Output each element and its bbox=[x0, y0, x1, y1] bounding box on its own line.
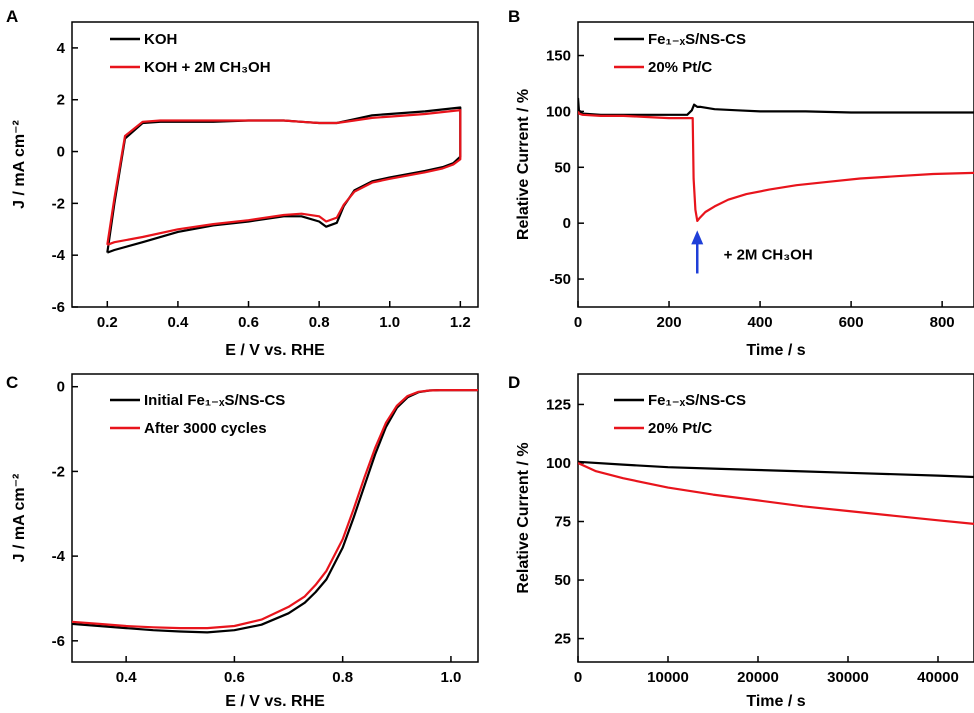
y-tick-label: 50 bbox=[554, 159, 571, 176]
y-axis-title: Relative Current / % bbox=[515, 89, 532, 240]
legend-label: KOH + 2M CH₃OH bbox=[144, 59, 271, 76]
legend-label: KOH bbox=[144, 31, 177, 48]
y-tick-label: 25 bbox=[554, 631, 571, 648]
legend-label: 20% Pt/C bbox=[648, 59, 712, 76]
x-tick-label: 400 bbox=[748, 314, 773, 331]
x-tick-label: 1.0 bbox=[441, 669, 462, 686]
series-line-1 bbox=[106, 108, 462, 246]
panel-letter: A bbox=[6, 7, 18, 26]
x-tick-label: 10000 bbox=[647, 669, 689, 686]
y-tick-label: -2 bbox=[52, 463, 65, 480]
panel-d: D 0 10000 20000 30000 40000 25 50 75 100 125 Time /… bbox=[508, 373, 974, 710]
series-line-1 bbox=[578, 461, 974, 525]
x-tick-label: 800 bbox=[930, 314, 955, 331]
x-tick-label: 1.0 bbox=[379, 314, 400, 331]
plot-frame bbox=[577, 373, 974, 663]
panel-a: A 0.2 0.4 0.6 0.8 1.0 1.2 -6 -4 -2 0 2 4 E / V vs. RH… bbox=[6, 7, 479, 359]
y-tick-label: 150 bbox=[546, 48, 571, 65]
x-tick-label: 0.8 bbox=[332, 669, 353, 686]
y-tick-label: 100 bbox=[546, 455, 571, 472]
y-axis-title: J / mA cm⁻² bbox=[11, 474, 28, 563]
y-tick-label: -4 bbox=[52, 247, 66, 264]
y-tick-label: -50 bbox=[549, 271, 571, 288]
panel-letter: D bbox=[508, 373, 520, 392]
y-tick-label: -6 bbox=[52, 633, 65, 650]
x-tick-label: 0.6 bbox=[238, 314, 259, 331]
x-tick-label: 0.4 bbox=[116, 669, 138, 686]
y-tick-label: 75 bbox=[554, 514, 571, 531]
legend-label: Fe₁₋ₓS/NS-CS bbox=[648, 31, 746, 48]
panel-letter: C bbox=[6, 373, 18, 392]
y-tick-label: -2 bbox=[52, 195, 65, 212]
legend-label: 20% Pt/C bbox=[648, 420, 712, 437]
y-tick-label: 4 bbox=[57, 40, 66, 57]
y-tick-label: 100 bbox=[546, 103, 571, 120]
y-tick-label: 0 bbox=[563, 215, 571, 232]
y-tick-label: 125 bbox=[546, 396, 571, 413]
x-tick-label: 0 bbox=[574, 669, 582, 686]
x-tick-label: 0 bbox=[574, 314, 582, 331]
arrow-up-icon bbox=[691, 230, 704, 245]
legend-label: Fe₁₋ₓS/NS-CS bbox=[648, 392, 746, 409]
x-tick-label: 20000 bbox=[737, 669, 779, 686]
x-axis-title: E / V vs. RHE bbox=[225, 693, 325, 710]
x-tick-label: 0.2 bbox=[97, 314, 118, 331]
series-line-1 bbox=[72, 389, 478, 630]
y-tick-label: -4 bbox=[52, 548, 66, 565]
plot-frame bbox=[71, 373, 479, 663]
legend-label: After 3000 cycles bbox=[144, 420, 267, 437]
panel-c: C 0.4 0.6 0.8 1.0 -6 -4 -2 0 E / V vs. RHE J / mA … bbox=[6, 373, 479, 710]
panel-letter: B bbox=[508, 7, 520, 26]
series-line-0 bbox=[106, 106, 462, 254]
series-line-0 bbox=[578, 97, 974, 116]
x-tick-label: 1.2 bbox=[450, 314, 471, 331]
annotation-label: + 2M CH₃OH bbox=[724, 246, 813, 263]
series-line-0 bbox=[578, 460, 974, 479]
y-axis-title: J / mA cm⁻² bbox=[11, 120, 28, 209]
plot-frame bbox=[71, 21, 479, 308]
x-tick-label: 0.4 bbox=[167, 314, 189, 331]
x-tick-label: 200 bbox=[657, 314, 682, 331]
plot-frame bbox=[577, 21, 974, 308]
x-axis-title: Time / s bbox=[746, 342, 805, 359]
y-tick-label: -6 bbox=[52, 299, 65, 316]
series-line-1 bbox=[578, 110, 974, 222]
y-axis-title: Relative Current / % bbox=[515, 442, 532, 593]
x-tick-label: 600 bbox=[839, 314, 864, 331]
x-axis-title: Time / s bbox=[746, 693, 805, 710]
x-tick-label: 30000 bbox=[827, 669, 869, 686]
x-tick-label: 0.6 bbox=[224, 669, 245, 686]
y-tick-label: 0 bbox=[57, 379, 65, 396]
x-tick-label: 40000 bbox=[917, 669, 959, 686]
x-axis-title: E / V vs. RHE bbox=[225, 342, 325, 359]
y-tick-label: 50 bbox=[554, 572, 571, 589]
series-line-0 bbox=[72, 389, 478, 634]
y-tick-label: 0 bbox=[57, 144, 65, 161]
legend-label: Initial Fe₁₋ₓS/NS-CS bbox=[144, 392, 285, 409]
panel-b: B 0 200 400 600 800 -50 0 50 100 150 Time / s Relati… bbox=[508, 7, 974, 359]
x-tick-label: 0.8 bbox=[309, 314, 330, 331]
y-tick-label: 2 bbox=[57, 92, 65, 109]
